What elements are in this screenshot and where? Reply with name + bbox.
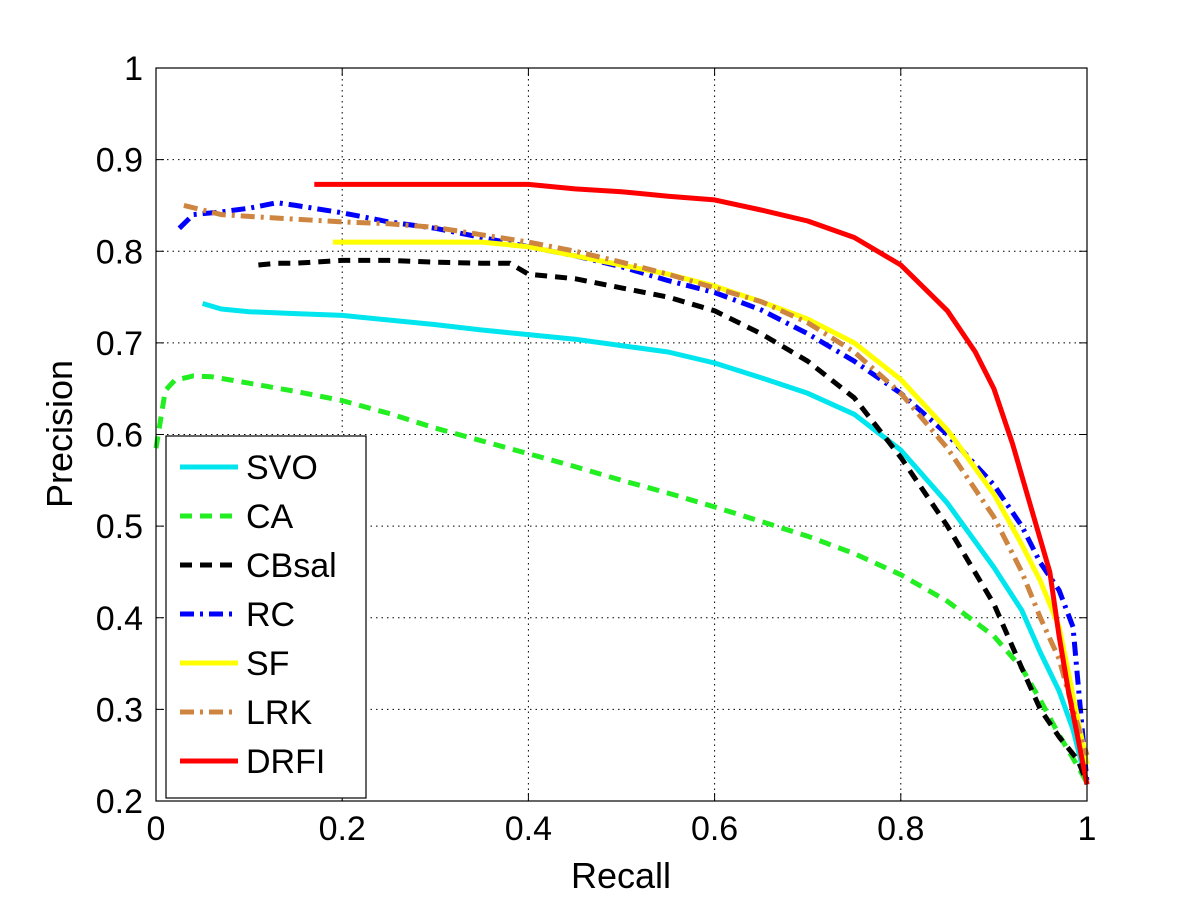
series-layer xyxy=(153,181,1090,786)
y-tick-label: 0.2 xyxy=(96,783,143,821)
legend-box xyxy=(165,435,367,799)
y-tick-label: 0.6 xyxy=(96,417,143,455)
x-tick-label: 0.8 xyxy=(877,810,924,848)
tick-labels: 0 0.2 0.4 0.6 0.8 10.20.30.40.50.60.70.80.91 xyxy=(96,50,1097,848)
x-tick-label: 1 xyxy=(1078,810,1097,848)
series-line-ca xyxy=(153,373,1090,784)
y-tick-label: 0.7 xyxy=(96,325,143,363)
x-axis-label: Recall xyxy=(571,855,671,896)
y-axis-label: Precision xyxy=(39,360,80,508)
y-tick-label: 0.4 xyxy=(96,600,143,638)
legend-label-lrk: LRK xyxy=(246,694,312,732)
legend: SVO CA CBsal RC SF LRK DRFI xyxy=(165,435,367,799)
x-tick-label: 0.6 xyxy=(691,810,738,848)
ticks xyxy=(155,67,1088,802)
y-tick-label: 0.3 xyxy=(96,691,143,729)
legend-label-cbsal: CBsal xyxy=(246,547,337,585)
x-tick-label: 0.4 xyxy=(505,810,552,848)
x-tick-label: 0 xyxy=(147,810,166,848)
legend-label-svo: SVO xyxy=(246,449,318,487)
y-tick-label: 0.5 xyxy=(96,508,143,546)
y-tick-label: 0.8 xyxy=(96,233,143,271)
x-tick-label: 0.2 xyxy=(319,810,366,848)
series-line-rc xyxy=(177,200,1090,783)
y-tick-label: 1 xyxy=(124,50,143,88)
legend-label-ca: CA xyxy=(246,498,294,536)
legend-label-sf: SF xyxy=(246,645,289,683)
series-line-cbsal xyxy=(258,257,1090,784)
series-line-svo xyxy=(201,301,1090,786)
legend-label-rc: RC xyxy=(246,596,295,634)
y-tick-label: 0.9 xyxy=(96,142,143,180)
series-line-drfi xyxy=(314,181,1090,785)
legend-label-drfi: DRFI xyxy=(246,743,325,781)
